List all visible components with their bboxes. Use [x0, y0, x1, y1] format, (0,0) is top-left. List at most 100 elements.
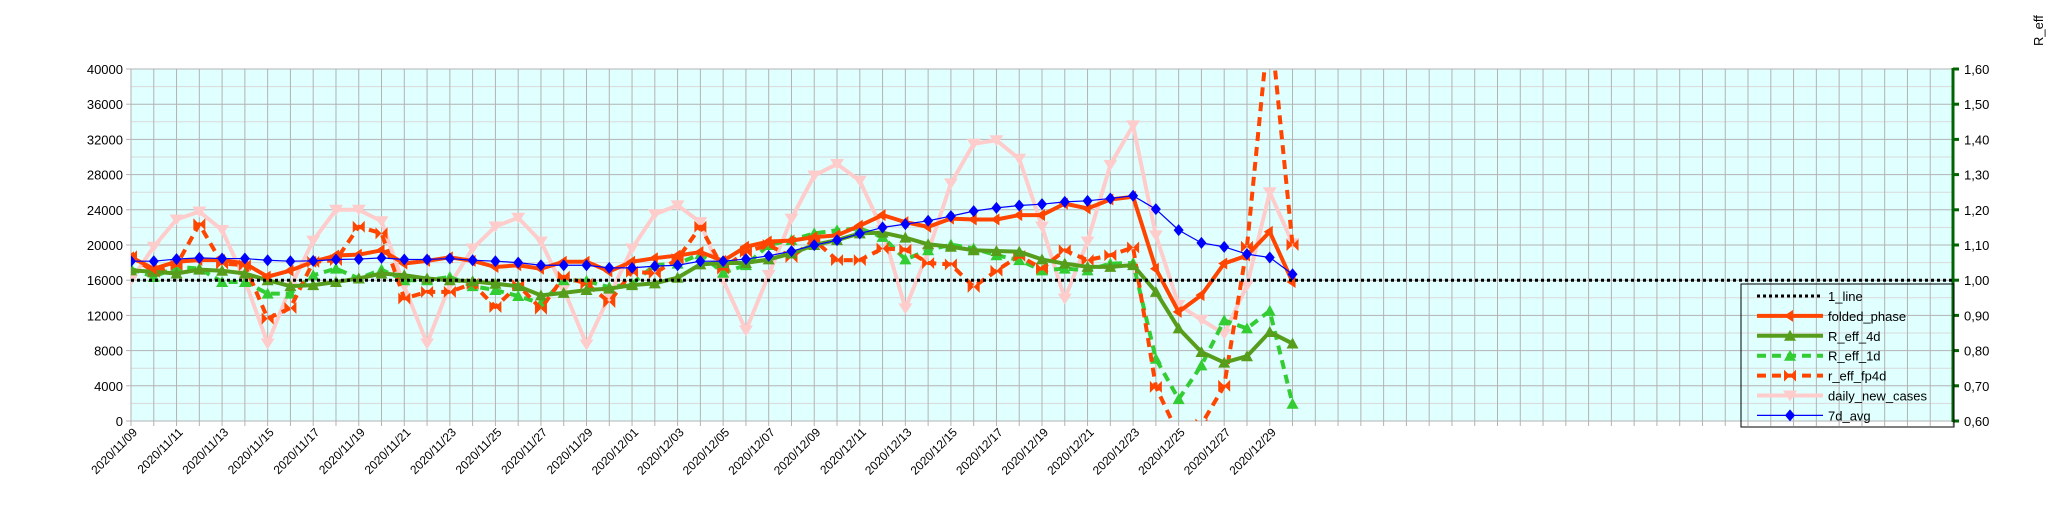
data-point-marker	[284, 302, 297, 315]
data-point-marker	[1080, 236, 1095, 248]
y-tick-label: 8000	[94, 344, 123, 359]
x-tick-label: 2020/11/11	[135, 425, 186, 476]
x-tick-label: 2020/12/07	[725, 425, 778, 478]
data-point-marker	[307, 279, 320, 291]
data-point-marker	[352, 220, 365, 233]
data-point-marker	[1012, 153, 1027, 165]
data-point-marker	[1285, 238, 1300, 250]
data-point-marker	[374, 216, 389, 228]
data-point-marker	[648, 277, 661, 289]
data-point-marker	[284, 280, 297, 292]
data-point-marker	[375, 267, 388, 279]
data-point-marker	[467, 254, 478, 267]
data-point-marker	[238, 275, 251, 287]
data-point-marker	[512, 290, 525, 302]
data-point-marker	[262, 254, 273, 267]
data-point-marker	[762, 235, 772, 248]
y2-tick-label: 1,20	[1964, 203, 1989, 218]
x-tick-label: 2020/12/01	[589, 425, 642, 478]
data-point-marker	[899, 253, 912, 265]
data-point-marker	[512, 280, 525, 292]
data-point-marker	[1218, 379, 1231, 392]
data-point-marker	[581, 259, 592, 272]
x-tick-label: 2020/12/11	[817, 425, 869, 477]
data-point-marker	[558, 259, 569, 272]
data-point-marker	[989, 135, 1004, 147]
data-point-marker	[261, 312, 274, 325]
y-tick-label: 36000	[87, 97, 123, 112]
data-point-marker	[899, 231, 912, 243]
data-point-marker	[376, 251, 387, 264]
data-point-marker	[852, 175, 867, 187]
data-point-marker	[784, 213, 799, 225]
data-point-marker	[716, 275, 731, 287]
data-point-marker	[308, 254, 319, 267]
data-point-marker	[193, 263, 206, 275]
data-point-marker	[466, 275, 479, 287]
data-point-marker	[1148, 230, 1163, 242]
data-point-marker	[238, 267, 251, 279]
y2-tick-label: 0,60	[1964, 414, 1989, 429]
y-tick-label: 40000	[87, 62, 123, 77]
y2-tick-label: 1,60	[1964, 62, 1989, 77]
x-tick-label: 2020/12/27	[1181, 425, 1234, 478]
data-point-marker	[1286, 397, 1299, 409]
data-point-marker	[876, 209, 886, 222]
data-point-marker	[604, 261, 615, 274]
data-point-marker	[1241, 248, 1252, 261]
data-point-marker	[489, 300, 502, 313]
data-point-marker	[1149, 285, 1162, 297]
legend-item: folded_phase	[1757, 309, 1906, 324]
data-point-marker	[131, 255, 136, 268]
x-tick-label: 2020/12/05	[680, 425, 733, 478]
data-point-marker	[1263, 225, 1273, 238]
data-point-marker	[169, 214, 184, 226]
data-point-marker	[329, 262, 342, 274]
legend-marker	[1784, 329, 1796, 341]
data-point-marker	[1219, 240, 1230, 253]
x-tick-label: 2020/11/17	[271, 425, 323, 477]
data-point-marker	[284, 287, 297, 299]
data-point-marker	[670, 200, 685, 212]
gridlines	[130, 68, 1954, 422]
data-point-marker	[1014, 199, 1025, 212]
data-point-marker	[1218, 257, 1228, 270]
data-point-marker	[648, 267, 661, 280]
data-point-marker	[1081, 260, 1094, 272]
x-tick-label: 2020/11/27	[498, 425, 550, 477]
data-point-marker	[1218, 356, 1231, 368]
data-point-marker	[489, 284, 502, 296]
y2-tick-label: 0,80	[1964, 344, 1989, 359]
data-point-marker	[694, 246, 704, 259]
data-point-marker	[489, 277, 502, 289]
data-point-marker	[990, 213, 1000, 226]
data-point-marker	[990, 244, 1003, 256]
data-point-marker	[672, 259, 683, 272]
series-layer	[131, 69, 1953, 421]
legend-label: R_eff_1d	[1828, 349, 1881, 364]
data-point-marker	[1172, 393, 1185, 405]
x-tick-label: 2020/12/23	[1090, 425, 1143, 478]
data-point-marker	[763, 249, 774, 262]
data-point-marker	[1081, 254, 1094, 267]
data-point-marker	[991, 201, 1002, 214]
data-point-marker	[625, 243, 640, 255]
y2-tick-label: 0,70	[1964, 379, 1989, 394]
data-point-marker	[193, 218, 206, 231]
right-axis-title: R_eff	[2031, 15, 2046, 46]
x-tick-label: 2020/12/03	[634, 425, 687, 478]
data-point-marker	[1194, 314, 1209, 326]
series-line	[131, 230, 1294, 365]
data-point-marker	[693, 217, 708, 229]
data-point-marker	[990, 264, 1003, 277]
legend-label: 7d_avg	[1828, 408, 1871, 423]
data-point-marker	[1286, 239, 1299, 251]
data-point-marker	[307, 269, 320, 281]
legend-marker	[1784, 309, 1793, 322]
data-point-marker	[1240, 322, 1253, 334]
legend-item: R_eff_4d	[1757, 329, 1881, 344]
data-point-marker	[900, 218, 911, 231]
data-point-marker	[1105, 192, 1116, 205]
data-point-marker	[398, 269, 411, 281]
